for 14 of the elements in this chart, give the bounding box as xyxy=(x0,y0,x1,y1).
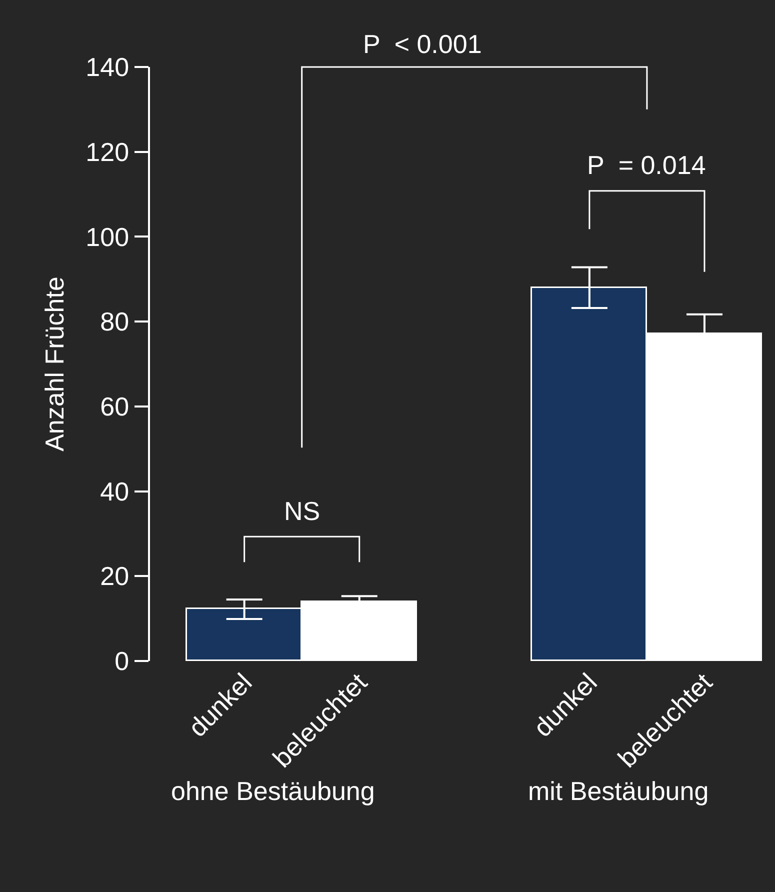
annotation: P = 0.014 xyxy=(587,150,706,180)
y-tick-label: 60 xyxy=(100,392,130,422)
y-tick-label: 20 xyxy=(100,561,130,592)
annotation: NS xyxy=(284,496,320,526)
text: mit Bestäubung xyxy=(528,776,709,806)
text: P < 0.001 xyxy=(363,29,482,59)
y-tick-label: 140 xyxy=(86,52,130,82)
y-axis-title: Anzahl Früchte xyxy=(40,276,70,452)
y-tick-label: 80 xyxy=(100,306,130,337)
y-tick-label: 120 xyxy=(86,136,130,167)
y-tick-label: 100 xyxy=(86,222,130,252)
y-tick-label: 40 xyxy=(100,476,130,506)
y-tick-label: 0 xyxy=(114,646,130,676)
text: ohne Bestäubung xyxy=(171,776,375,806)
